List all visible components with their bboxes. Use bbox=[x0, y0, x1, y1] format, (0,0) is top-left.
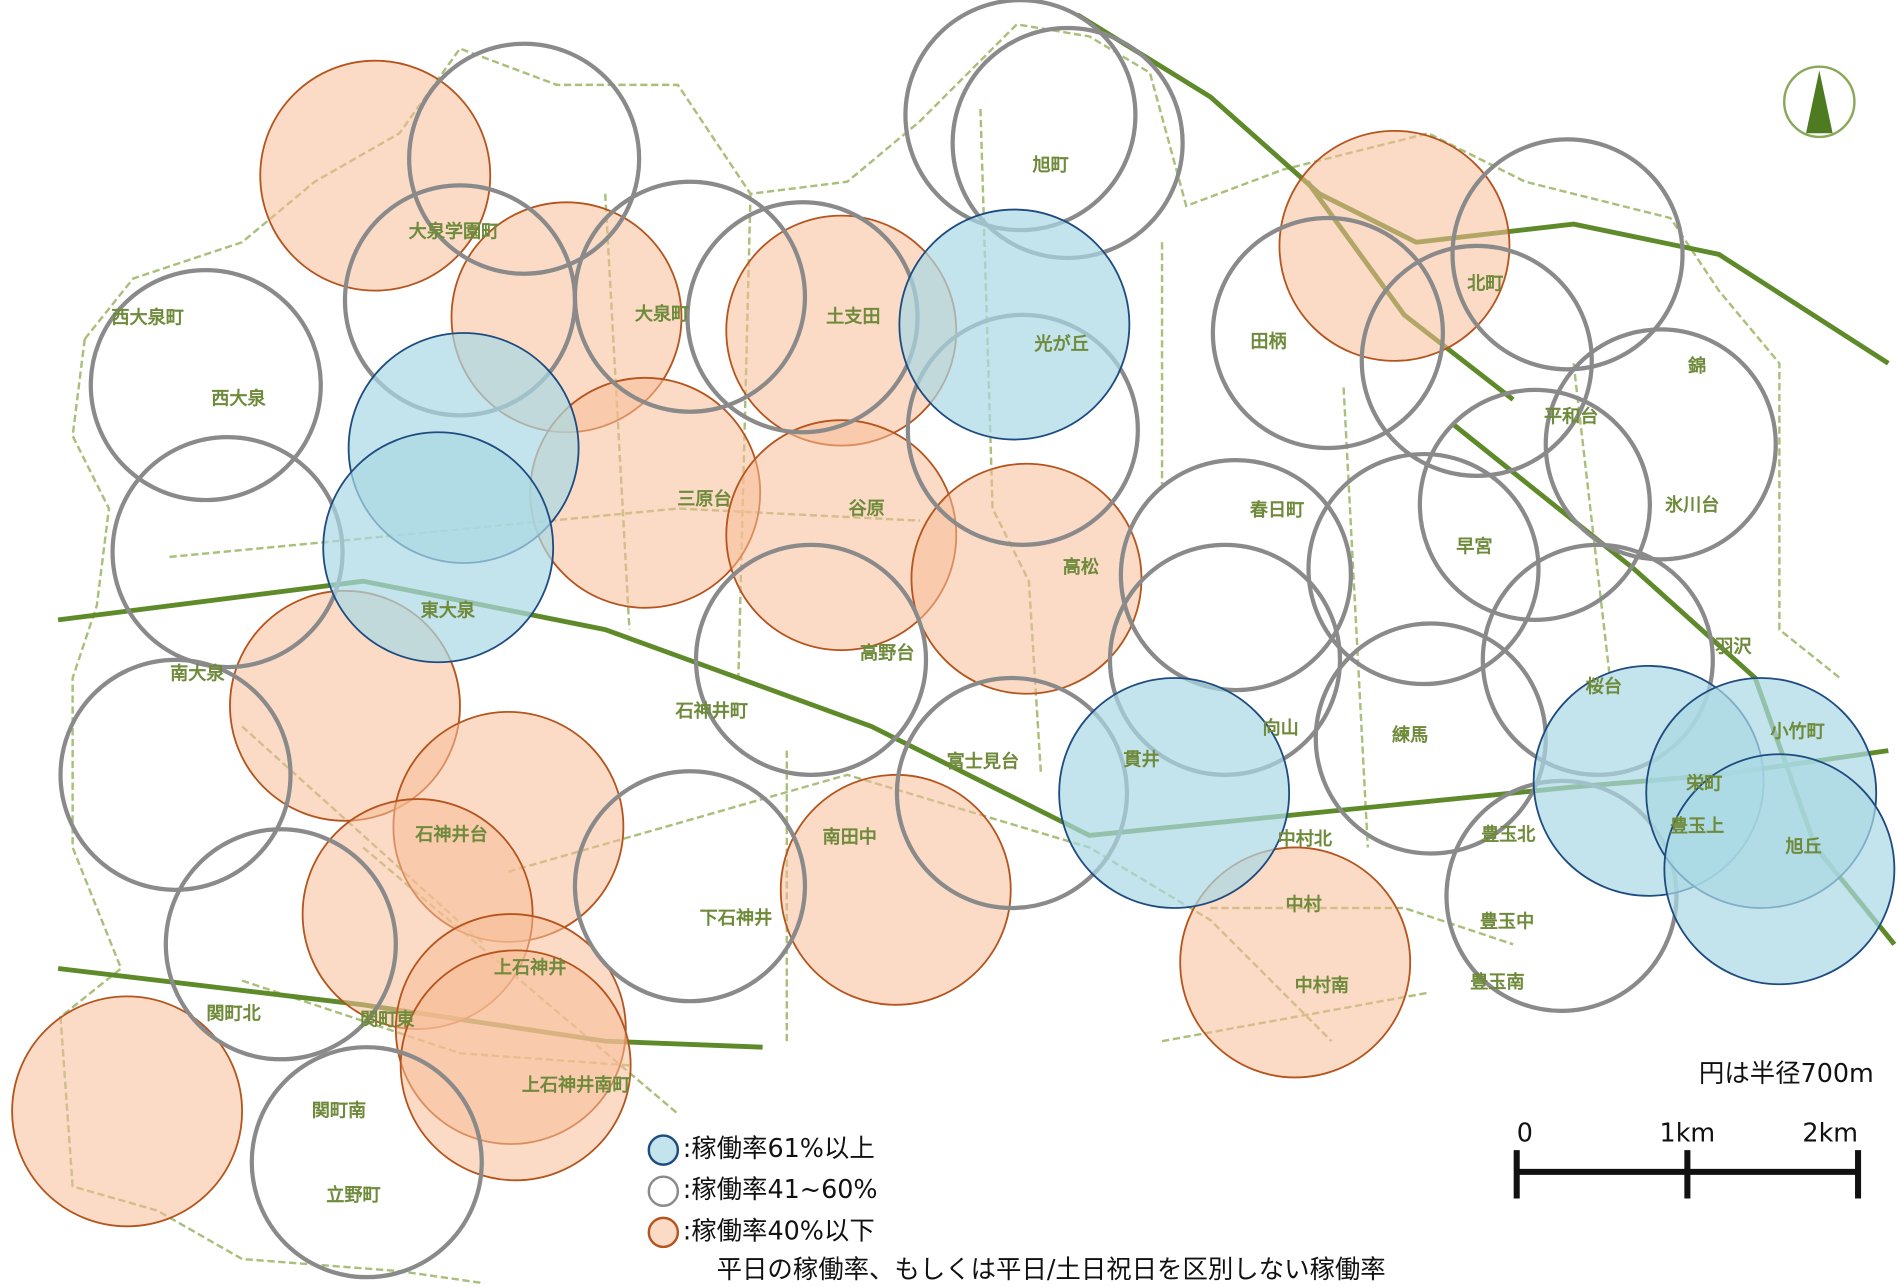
place-label: 栄町 bbox=[1685, 773, 1722, 795]
coverage-circle bbox=[58, 657, 293, 892]
place-label: 西大泉町 bbox=[111, 306, 184, 328]
place-label: 平和台 bbox=[1544, 406, 1598, 428]
coverage-circle bbox=[249, 1045, 484, 1280]
coverage-circle bbox=[1058, 677, 1291, 909]
place-label: 下石神井 bbox=[700, 907, 773, 929]
legend-label: :稼働率40%以下 bbox=[683, 1215, 875, 1245]
place-label: 高野台 bbox=[860, 642, 914, 664]
place-label: 春日町 bbox=[1250, 499, 1304, 521]
legend-swatch bbox=[647, 1134, 680, 1166]
scale-bar: 円は半径700m 0 1km 2km bbox=[1513, 1058, 1874, 1199]
place-label: 中村北 bbox=[1278, 828, 1333, 850]
coverage-circle bbox=[1179, 846, 1412, 1079]
place-label: 北町 bbox=[1467, 274, 1503, 295]
place-label: 田柄 bbox=[1250, 332, 1286, 353]
legend-swatch bbox=[647, 1175, 680, 1207]
place-label: 土支田 bbox=[826, 305, 880, 327]
place-label: 中村南 bbox=[1295, 975, 1349, 997]
place-label: 練馬 bbox=[1392, 724, 1428, 746]
place-label: 関町北 bbox=[206, 1004, 261, 1025]
place-label: 光が丘 bbox=[1033, 333, 1088, 355]
place-label: 豊玉北 bbox=[1481, 824, 1536, 845]
place-label: 大泉学園町 bbox=[409, 221, 500, 243]
place-label: 南大泉 bbox=[170, 662, 225, 684]
place-label: 小竹町 bbox=[1770, 720, 1824, 742]
north-arrow bbox=[1783, 65, 1856, 139]
legend-note: 平日の稼働率、もしくは平日/土日祝日を区別しない稼働率 bbox=[717, 1254, 1386, 1284]
place-label: 羽沢 bbox=[1715, 636, 1752, 658]
coverage-circle bbox=[259, 59, 492, 292]
place-label: 石神井町 bbox=[674, 700, 748, 722]
coverage-circle bbox=[1450, 137, 1685, 372]
coverage-circle bbox=[1210, 215, 1445, 451]
place-label: 桜台 bbox=[1586, 676, 1622, 698]
scale-caption: 円は半径700m bbox=[1699, 1058, 1874, 1088]
place-label: 大泉町 bbox=[635, 303, 689, 325]
place-label: 石神井台 bbox=[414, 823, 488, 845]
coverage-circle bbox=[322, 431, 555, 664]
place-label: 東大泉 bbox=[421, 599, 476, 621]
legend: :稼働率61%以上 :稼働率41~60% :稼働率40%以下平日の稼働率、もしくは平… bbox=[647, 1133, 1386, 1284]
place-label: 早宮 bbox=[1456, 535, 1492, 557]
place-label: 豊玉南 bbox=[1470, 971, 1524, 993]
legend-label: :稼働率61%以上 bbox=[683, 1133, 875, 1163]
scale-tick-label: 2km bbox=[1802, 1117, 1858, 1147]
coverage-circle bbox=[1306, 451, 1541, 687]
place-label: 南田中 bbox=[823, 826, 877, 848]
coverage-circle bbox=[11, 995, 243, 1228]
place-label: 西大泉 bbox=[211, 388, 266, 410]
place-label: 豊玉中 bbox=[1480, 911, 1534, 933]
coverage-circle bbox=[407, 41, 642, 276]
coverage-circle bbox=[898, 208, 1131, 441]
scale-tick-label: 1km bbox=[1660, 1117, 1716, 1147]
place-label: 富士見台 bbox=[947, 751, 1020, 773]
place-label: 向山 bbox=[1263, 717, 1299, 739]
place-label: 立野町 bbox=[326, 1184, 380, 1206]
place-label: 上石神井南町 bbox=[522, 1074, 631, 1096]
coverage-circle bbox=[572, 179, 808, 414]
coverage-circle bbox=[399, 949, 632, 1182]
place-label: 関町南 bbox=[312, 1099, 366, 1121]
coverage-circle bbox=[910, 462, 1143, 695]
coverage-circle bbox=[1663, 753, 1896, 986]
scale-tick-label: 0 bbox=[1517, 1117, 1533, 1147]
place-label: 旭丘 bbox=[1784, 835, 1821, 857]
coverage-circle bbox=[163, 827, 398, 1062]
place-label: 貫井 bbox=[1123, 748, 1159, 770]
coverage-circle bbox=[1543, 327, 1778, 562]
coverage-circles bbox=[11, 0, 1896, 1280]
place-label: 錦 bbox=[1688, 355, 1706, 377]
place-label: 上石神井 bbox=[494, 957, 567, 979]
place-label: 豊玉上 bbox=[1670, 816, 1724, 837]
coverage-circle bbox=[572, 769, 808, 1004]
place-label: 谷原 bbox=[849, 499, 885, 520]
coverage-circle bbox=[1359, 243, 1594, 478]
legend-swatch bbox=[647, 1216, 680, 1249]
place-label: 氷川台 bbox=[1665, 494, 1719, 516]
coverage-circle bbox=[693, 542, 929, 777]
place-label: 関町東 bbox=[360, 1009, 415, 1031]
coverage-circle bbox=[779, 773, 1012, 1006]
place-label: 旭町 bbox=[1032, 154, 1069, 176]
coverage-circle bbox=[1278, 129, 1511, 362]
place-label: 中村 bbox=[1286, 894, 1322, 916]
coverage-circle bbox=[1118, 457, 1353, 693]
coverage-circle bbox=[88, 267, 323, 503]
legend-label: :稼働率41~60% bbox=[683, 1174, 878, 1204]
place-label: 三原台 bbox=[677, 488, 731, 510]
place-label: 高松 bbox=[1063, 556, 1099, 578]
coverage-circle bbox=[1417, 387, 1652, 623]
